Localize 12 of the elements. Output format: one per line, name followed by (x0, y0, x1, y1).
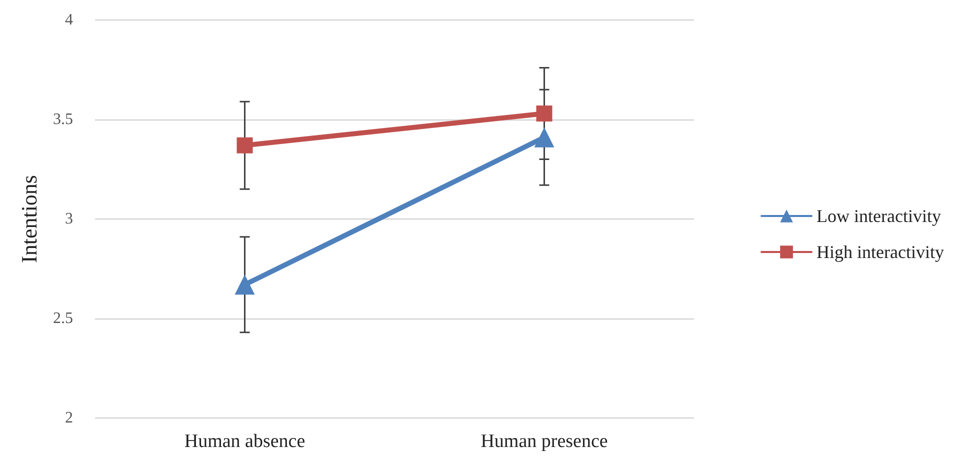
legend-label: High interactivity (816, 242, 944, 262)
x-tick-label: Human presence (480, 431, 608, 452)
x-tick-label: Human absence (184, 431, 306, 452)
y-axis-title: Intentions (16, 175, 42, 263)
y-tick-label: 3.5 (53, 111, 73, 128)
point (236, 137, 253, 154)
point (536, 106, 552, 122)
y-tick-label: 4 (65, 12, 73, 28)
y-tick-label: 3 (65, 210, 73, 228)
legend-label: Low interactivity (816, 206, 941, 226)
y-tick-label: 2 (65, 410, 73, 426)
y-tick-label: 2.5 (53, 310, 73, 327)
